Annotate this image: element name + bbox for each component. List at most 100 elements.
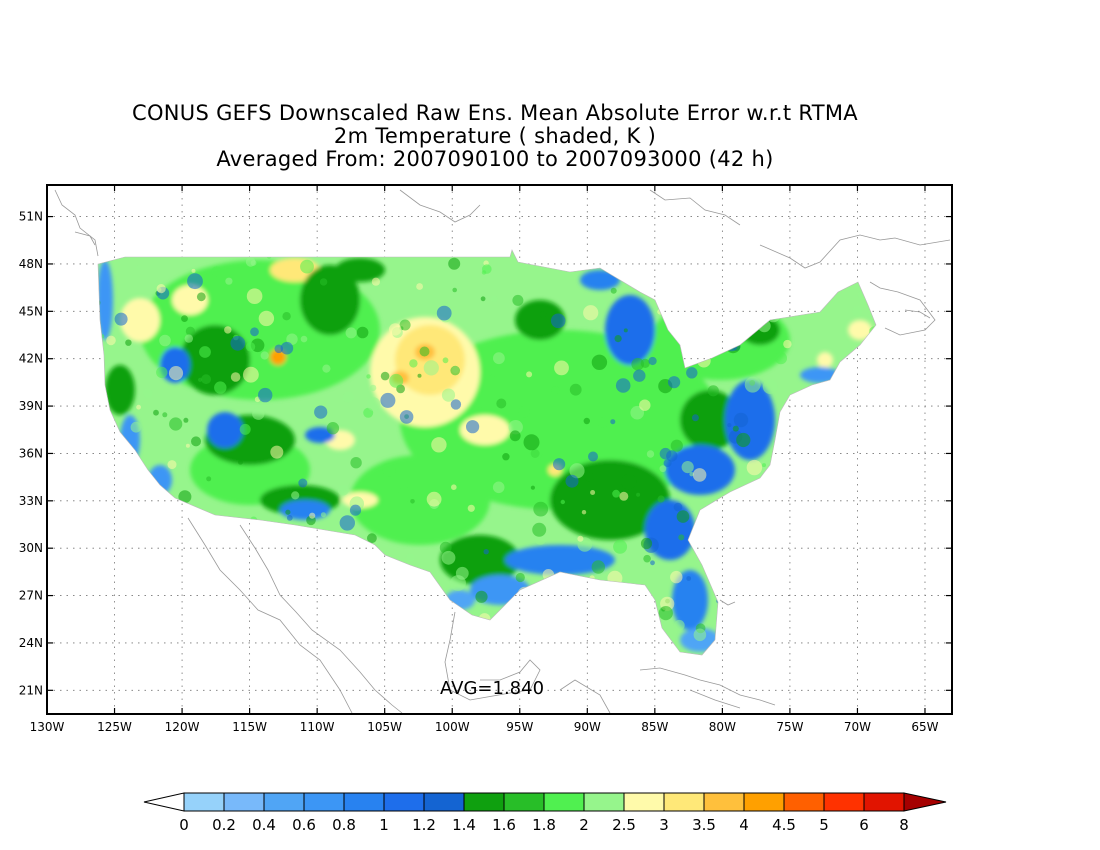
texture-speck	[741, 250, 757, 266]
texture-speck	[566, 625, 574, 632]
texture-speck	[700, 551, 710, 561]
texture-speck	[691, 414, 699, 422]
texture-speck	[583, 417, 590, 425]
texture-speck	[615, 378, 631, 393]
texture-speck	[489, 374, 495, 381]
texture-speck	[320, 535, 331, 546]
texture-speck	[397, 487, 412, 502]
texture-speck	[744, 526, 758, 540]
texture-speck	[550, 313, 566, 329]
texture-speck	[588, 451, 598, 462]
texture-speck	[815, 478, 831, 494]
texture-speck	[367, 533, 377, 544]
texture-speck	[252, 407, 265, 420]
texture-speck	[779, 301, 790, 312]
texture-speck	[283, 586, 298, 600]
texture-speck	[590, 490, 596, 495]
texture-speck	[369, 384, 377, 392]
texture-speck	[841, 253, 855, 267]
colorbar-swatch	[863, 792, 905, 812]
texture-speck	[198, 377, 203, 382]
texture-speck	[857, 511, 867, 521]
texture-speck	[356, 326, 369, 339]
texture-speck	[405, 574, 419, 588]
texture-speck	[733, 608, 749, 624]
texture-speck	[799, 425, 814, 441]
map-title: CONUS GEFS Downscaled Raw Ens. Mean Abso…	[0, 102, 990, 171]
texture-speck	[565, 474, 579, 488]
texture-speck	[639, 399, 651, 411]
texture-speck	[807, 564, 820, 576]
texture-speck	[477, 401, 483, 408]
colorbar-tick-label: 0.8	[332, 816, 356, 834]
texture-speck	[114, 312, 128, 326]
colorbar-tick-label: 4	[739, 816, 749, 834]
texture-speck	[116, 577, 132, 592]
texture-speck	[835, 526, 842, 534]
colorbar-tick-label: 6	[859, 816, 869, 834]
texture-speck	[719, 284, 735, 300]
texture-speck	[441, 388, 456, 402]
colorbar-tick-label: 1.8	[532, 816, 556, 834]
texture-speck	[205, 633, 211, 639]
texture-speck	[282, 312, 291, 321]
texture-speck	[686, 367, 698, 379]
conus-outline	[97, 249, 877, 656]
texture-speck	[344, 550, 360, 567]
texture-speck	[326, 422, 340, 435]
colorbar-swatch	[303, 792, 345, 812]
colorbar-tick-label: 0	[179, 816, 189, 834]
texture-speck	[764, 503, 781, 519]
texture-speck	[142, 486, 157, 502]
texture-speck	[673, 502, 683, 512]
colorbar-over-arrow	[903, 792, 947, 812]
texture-speck	[389, 323, 402, 336]
texture-speck	[670, 439, 683, 452]
texture-speck	[380, 392, 396, 408]
texture-speck	[249, 563, 263, 577]
x-tick-label: 95W	[506, 720, 533, 734]
texture-speck	[250, 260, 257, 266]
texture-speck	[569, 383, 582, 396]
texture-speck	[450, 365, 461, 376]
colorbar-swatch	[663, 792, 705, 812]
texture-speck	[818, 404, 825, 411]
texture-speck	[467, 504, 475, 512]
texture-speck	[116, 470, 128, 482]
x-tick-label: 85W	[641, 720, 668, 734]
texture-speck	[680, 297, 689, 306]
texture-speck	[286, 333, 298, 345]
texture-speck	[478, 613, 491, 625]
texture-speck	[630, 405, 644, 420]
texture-speck	[213, 550, 225, 561]
texture-speck	[245, 342, 256, 352]
texture-speck	[167, 460, 177, 470]
texture-speck	[752, 514, 758, 520]
y-tick-label: 48N	[19, 257, 43, 271]
colorbar-tick-label: 3	[659, 816, 669, 834]
texture-speck	[793, 519, 803, 528]
texture-speck	[647, 611, 657, 622]
colorbar-legend: 0 0.2 0.4 0.6 0.8 1 1.2 1.4 1.6 1.8 2 2.5 3 3.5 4 4.5 5 6…	[143, 792, 947, 834]
texture-speck	[416, 283, 423, 290]
texture-speck	[591, 354, 608, 370]
texture-speck	[626, 592, 633, 599]
texture-speck	[426, 491, 442, 507]
texture-speck	[678, 534, 685, 541]
texture-speck	[389, 373, 404, 388]
colorbar-swatch	[223, 792, 265, 812]
texture-speck	[285, 509, 291, 515]
texture-speck	[185, 443, 190, 448]
colorbar-swatch	[823, 792, 865, 812]
texture-speck	[415, 628, 430, 643]
texture-speck	[119, 509, 135, 526]
texture-speck	[363, 407, 374, 418]
texture-speck	[382, 463, 396, 477]
texture-speck	[804, 267, 813, 277]
texture-speck	[551, 386, 560, 395]
texture-speck	[532, 522, 547, 537]
y-tick-label: 42N	[19, 352, 43, 366]
texture-speck	[833, 393, 838, 398]
texture-speck	[526, 371, 533, 378]
texture-speck	[496, 398, 507, 409]
